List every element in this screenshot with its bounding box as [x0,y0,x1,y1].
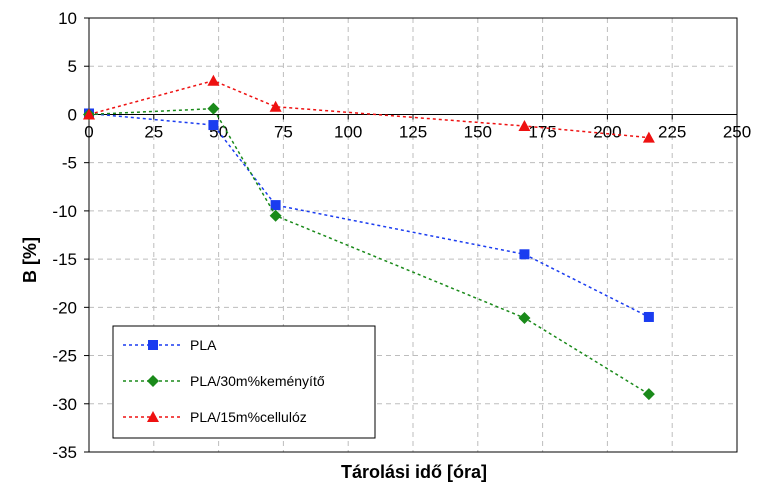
x-tick-label: 150 [464,122,492,141]
y-tick-label: -25 [52,347,77,366]
legend-label: PLA [190,337,217,353]
x-tick-labels: 0 25 50 75 100 125 150 175 200 225 250 [84,122,751,141]
legend-marker [148,340,158,350]
x-tick-label: 125 [399,122,427,141]
data-point [643,311,654,322]
x-tick-label: 200 [593,122,621,141]
x-tick-label: 225 [658,122,686,141]
data-point [269,100,282,112]
legend-entry: PLA [123,337,217,353]
legend-marker [147,375,159,387]
data-point [518,311,531,324]
data-point [642,131,655,143]
legend-entry: PLA/30m%keményítő [123,373,325,389]
x-tick-label: 175 [528,122,556,141]
legend-label: PLA/30m%keményítő [190,373,325,389]
x-tick-label: 0 [84,122,93,141]
y-tick-label: -5 [62,154,77,173]
data-point [207,102,220,115]
data-point [83,108,95,120]
y-tick-label: -35 [52,443,77,462]
series-line [88,79,649,139]
data-point [207,74,220,86]
axes [84,17,738,453]
legend-label: PLA/15m%cellulóz [190,409,307,425]
y-tick-label: 10 [58,9,77,28]
y-tick-label: -15 [52,250,77,269]
legend: PLA PLA/30m%keményítő PLA/15m%cellulóz [112,325,376,439]
data-point [269,209,282,222]
series-layer [83,74,655,401]
y-tick-label: 0 [68,105,77,124]
y-tick-labels: 10 5 0 -5 -10 -15 -20 -25 -30 -35 [52,9,77,462]
x-tick-label: 250 [723,122,751,141]
series-line [88,112,650,318]
y-tick-label: 5 [68,57,77,76]
x-axis-label: Tárolási idő [óra] [341,462,487,482]
grid [89,18,737,452]
series-1 [84,108,654,322]
legend-marker [147,411,159,422]
data-point [270,200,281,211]
data-point [208,120,219,131]
x-tick-label: 75 [274,122,293,141]
y-tick-label: -10 [52,202,77,221]
data-point [642,388,655,401]
y-axis-label: B [%] [20,237,40,283]
legend-entry: PLA/15m%cellulóz [123,409,307,425]
x-tick-label: 100 [334,122,362,141]
y-tick-label: -30 [52,395,77,414]
data-point [518,120,531,132]
data-point [519,249,530,260]
series-3 [83,74,655,143]
y-tick-label: -20 [52,298,77,317]
plot-area [88,17,738,453]
x-tick-label: 25 [144,122,163,141]
